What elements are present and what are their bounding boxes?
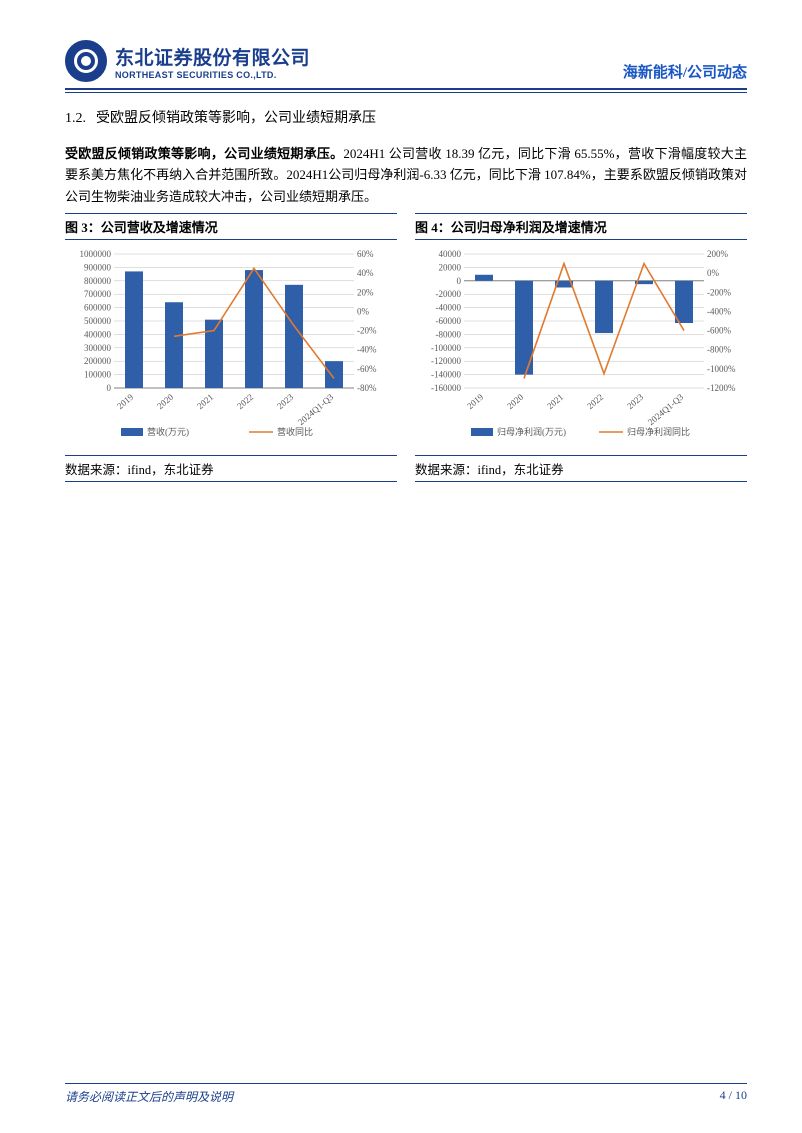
svg-text:20%: 20%: [357, 288, 374, 298]
header-rule-thick: [65, 88, 747, 90]
figure-3-title: 图 3：公司营收及增速情况: [65, 213, 397, 240]
svg-text:-20000: -20000: [436, 290, 462, 300]
svg-text:40%: 40%: [357, 268, 374, 278]
svg-text:-80000: -80000: [436, 330, 462, 340]
svg-text:2022: 2022: [235, 392, 255, 411]
svg-text:-60000: -60000: [436, 316, 462, 326]
company-name-en: NORTHEAST SECURITIES CO.,LTD.: [115, 70, 310, 80]
svg-text:-120000: -120000: [431, 357, 461, 367]
svg-text:归母净利润(万元): 归母净利润(万元): [497, 426, 566, 437]
svg-text:600000: 600000: [84, 303, 112, 313]
figure-3-source: 数据来源：ifind，东北证券: [65, 455, 397, 482]
svg-text:60%: 60%: [357, 249, 374, 259]
page-header: 东北证券股份有限公司 NORTHEAST SECURITIES CO.,LTD.…: [65, 40, 747, 86]
figure-3-chart: 0 100000 200000 300000 400000 500000 600000 700…: [65, 246, 397, 446]
svg-text:2021: 2021: [545, 392, 565, 411]
svg-text:2023: 2023: [275, 392, 296, 412]
svg-text:900000: 900000: [84, 263, 112, 273]
svg-text:300000: 300000: [84, 343, 112, 353]
svg-text:0%: 0%: [707, 268, 720, 278]
figure-4-source: 数据来源：ifind，东北证券: [415, 455, 747, 482]
company-name-cn: 东北证券股份有限公司: [115, 43, 310, 70]
svg-text:2024Q1-Q3: 2024Q1-Q3: [646, 392, 686, 428]
svg-text:-40%: -40%: [357, 345, 377, 355]
svg-text:-140000: -140000: [431, 370, 461, 380]
footer-disclaimer: 请务必阅读正文后的声明及说明: [65, 1088, 233, 1105]
page-footer: 请务必阅读正文后的声明及说明 4 / 10: [65, 1083, 747, 1106]
paragraph-lead-bold: 受欧盟反倾销政策等影响，公司业绩短期承压。: [65, 146, 343, 161]
figure-row: 图 3：公司营收及增速情况 01000002000003000004000005…: [65, 213, 747, 482]
header-doc-title: 海新能科/公司动态: [623, 61, 747, 82]
figure-4-chart: -160000 -140000 -120000 -100000 -80000 -60000…: [415, 246, 747, 446]
svg-text:0%: 0%: [357, 307, 370, 317]
svg-text:-40000: -40000: [436, 303, 462, 313]
svg-text:2019: 2019: [465, 392, 486, 412]
svg-text:2023: 2023: [625, 392, 646, 412]
svg-text:1000000: 1000000: [80, 249, 112, 259]
svg-text:2024Q1-Q3: 2024Q1-Q3: [296, 392, 336, 428]
footer-page-number: 4 / 10: [720, 1088, 747, 1105]
svg-text:2022: 2022: [585, 392, 605, 411]
svg-text:-600%: -600%: [707, 326, 731, 336]
svg-text:2019: 2019: [115, 392, 136, 412]
svg-text:2020: 2020: [155, 392, 176, 412]
svg-text:-1000%: -1000%: [707, 364, 736, 374]
svg-text:-20%: -20%: [357, 326, 377, 336]
svg-text:2020: 2020: [505, 392, 526, 412]
svg-text:0: 0: [457, 276, 462, 286]
svg-text:40000: 40000: [439, 249, 462, 259]
svg-text:-400%: -400%: [707, 307, 731, 317]
svg-text:营收(万元): 营收(万元): [147, 426, 189, 437]
svg-text:20000: 20000: [439, 263, 462, 273]
figure-4-title: 图 4：公司归母净利润及增速情况: [415, 213, 747, 240]
svg-text:0: 0: [107, 383, 112, 393]
header-rule-thin: [65, 92, 747, 93]
svg-text:-100000: -100000: [431, 343, 461, 353]
svg-text:200000: 200000: [84, 357, 112, 367]
svg-text:800000: 800000: [84, 276, 112, 286]
section-title: 受欧盟反倾销政策等影响，公司业绩短期承压: [96, 111, 376, 126]
figure-4: 图 4：公司归母净利润及增速情况 -160000-140000-120000-1…: [415, 213, 747, 482]
svg-text:-1200%: -1200%: [707, 383, 736, 393]
section-heading: 1.2. 受欧盟反倾销政策等影响，公司业绩短期承压: [65, 107, 747, 127]
svg-text:400000: 400000: [84, 330, 112, 340]
company-logo-text: 东北证券股份有限公司 NORTHEAST SECURITIES CO.,LTD.: [115, 43, 310, 80]
footer-rule: [65, 1083, 747, 1085]
body-paragraph: 受欧盟反倾销政策等影响，公司业绩短期承压。2024H1 公司营收 18.39 亿…: [65, 143, 747, 207]
svg-text:2021: 2021: [195, 392, 215, 411]
svg-text:-80%: -80%: [357, 383, 377, 393]
svg-text:-800%: -800%: [707, 345, 731, 355]
figure-3: 图 3：公司营收及增速情况 0 100000 200000 300000 400000 5…: [65, 213, 397, 482]
svg-text:700000: 700000: [84, 290, 112, 300]
svg-text:-60%: -60%: [357, 364, 377, 374]
svg-text:-200%: -200%: [707, 288, 731, 298]
company-logo-block: 东北证券股份有限公司 NORTHEAST SECURITIES CO.,LTD.: [65, 40, 310, 82]
svg-text:100000: 100000: [84, 370, 112, 380]
svg-text:归母净利润同比: 归母净利润同比: [627, 426, 690, 437]
svg-text:500000: 500000: [84, 316, 112, 326]
company-logo-icon: [65, 40, 107, 82]
svg-text:营收同比: 营收同比: [277, 426, 313, 437]
section-number: 1.2.: [65, 111, 86, 126]
svg-text:200%: 200%: [707, 249, 729, 259]
svg-text:-160000: -160000: [431, 383, 461, 393]
